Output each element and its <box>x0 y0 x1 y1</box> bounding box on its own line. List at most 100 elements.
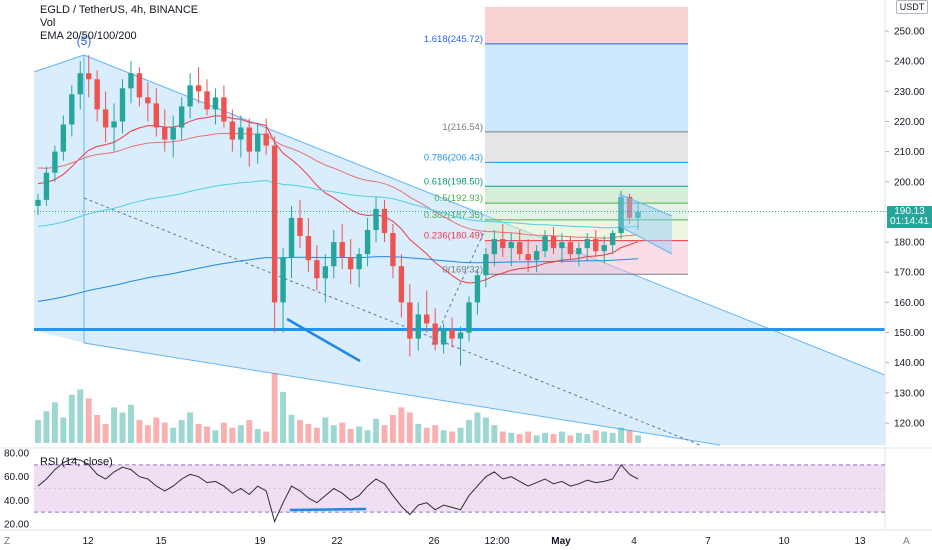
candle-body <box>390 233 396 267</box>
volume-bar <box>128 404 134 443</box>
current-price-value: 190.13 <box>894 206 925 217</box>
time-tick-label: 15 <box>155 536 167 547</box>
channel-median-line <box>83 197 701 446</box>
candle-body <box>584 239 590 249</box>
volume-bar <box>609 432 616 443</box>
volume-bar <box>449 431 456 443</box>
volume-bar <box>347 429 354 443</box>
volume-bar <box>35 420 41 443</box>
ema-100-line <box>37 179 639 229</box>
candle-body <box>457 332 464 339</box>
rsi-line <box>37 458 639 524</box>
candle-body <box>424 314 430 324</box>
symbol-title[interactable]: EGLD / TetherUS, 4h, BINANCE <box>40 4 199 16</box>
volume-bar <box>542 432 548 443</box>
candle-body <box>381 208 388 234</box>
volume-bar <box>330 425 337 443</box>
volume-bar <box>499 431 506 443</box>
candlesticks <box>35 55 641 366</box>
currency-label[interactable]: USDT <box>896 0 928 14</box>
volume-bar <box>212 430 219 443</box>
volume-bar <box>550 434 557 443</box>
volume-bar <box>136 420 143 443</box>
candle-body <box>128 73 134 89</box>
ema-200-line <box>37 256 639 302</box>
volume-bar <box>288 415 295 443</box>
candle-body <box>153 103 160 128</box>
candle-body <box>52 151 58 173</box>
volume-bar <box>406 412 413 443</box>
candle-body <box>77 73 83 95</box>
price-tick-label: 160.00 <box>894 298 925 309</box>
ema-20-line <box>37 115 639 284</box>
candle-body <box>567 242 574 255</box>
volume-bar <box>187 412 194 443</box>
candle-body <box>102 109 109 128</box>
price-tick-label: 180.00 <box>894 238 925 249</box>
candle-body <box>635 211 641 218</box>
volume-bar <box>584 434 591 443</box>
fib-level-label: 0.236(180.49) <box>424 231 483 242</box>
volume-bar <box>77 389 84 443</box>
volume-bar <box>398 407 405 443</box>
time-axis[interactable]: 12 15 19 22 26 12:00 May 4 7 10 13 <box>0 529 932 547</box>
volume-bar <box>432 425 439 443</box>
candle-body <box>415 314 421 339</box>
price-axis[interactable]: 250.00 240.00 230.00 220.00 210.00 200.00 190.… <box>884 0 932 530</box>
time-tick-label: 13 <box>854 536 866 547</box>
fib-level-label: 0.618(198.50) <box>424 176 483 187</box>
fib-zone <box>485 162 688 187</box>
volume-bar <box>567 435 574 443</box>
candle-body <box>136 73 143 98</box>
ema-legend[interactable]: EMA 20/50/100/200 <box>40 30 137 42</box>
volume-bar <box>68 394 75 443</box>
candle-body <box>373 208 379 231</box>
volume-bar <box>144 425 151 443</box>
volume-bar <box>364 430 371 443</box>
volume-legend[interactable]: Vol <box>40 17 56 29</box>
volume-bar <box>533 435 540 443</box>
wave-label: (5) <box>77 34 92 48</box>
volume-bar <box>457 427 464 443</box>
candle-body <box>212 97 219 110</box>
background-drawings: 1.618(245.72) 1(216.54) 0.786(206.43) 0.618… <box>33 6 886 446</box>
volume-bar <box>60 417 67 443</box>
volume-bar <box>491 425 498 443</box>
ema-50-line <box>37 132 639 239</box>
rsi-legend[interactable]: RSI (14, close) <box>40 456 113 468</box>
volume-bar <box>297 420 303 443</box>
rsi-tick-label: 40.00 <box>4 496 29 507</box>
rsi-pane[interactable]: 80.00 60.00 40.00 20.00 <box>0 447 932 531</box>
price-tick-label: 150.00 <box>894 328 925 339</box>
candle-body <box>466 302 472 333</box>
candle-body <box>483 254 489 276</box>
candle-body <box>280 257 286 303</box>
candle-body <box>43 172 50 200</box>
volume-bar <box>119 412 126 443</box>
volume-bar <box>525 431 532 443</box>
volume-bar <box>254 429 261 443</box>
time-tick-label: 7 <box>705 536 711 547</box>
candle-body <box>339 242 345 258</box>
candle-body <box>238 127 244 140</box>
candle-body <box>204 91 210 110</box>
fib-level-label: 0.5(192.93) <box>434 193 483 204</box>
volume-bar <box>626 430 633 443</box>
time-tick-label: 26 <box>428 536 440 547</box>
volume-bar <box>339 422 346 443</box>
volume-bar <box>558 431 565 443</box>
volume-bar <box>322 417 329 443</box>
timezone-button[interactable]: Z <box>4 536 11 547</box>
channel-lower-line <box>83 342 721 446</box>
price-tick-label: 120.00 <box>894 419 925 430</box>
candle-body <box>491 239 498 255</box>
candle-body <box>398 266 405 303</box>
candle-body <box>255 133 261 152</box>
candle-body <box>474 275 481 303</box>
candle-body <box>305 236 312 261</box>
candle-body <box>322 266 329 279</box>
price-tick-label: 250.00 <box>894 27 925 38</box>
auto-scale-button[interactable]: A <box>903 536 910 547</box>
candle-body <box>364 230 371 255</box>
